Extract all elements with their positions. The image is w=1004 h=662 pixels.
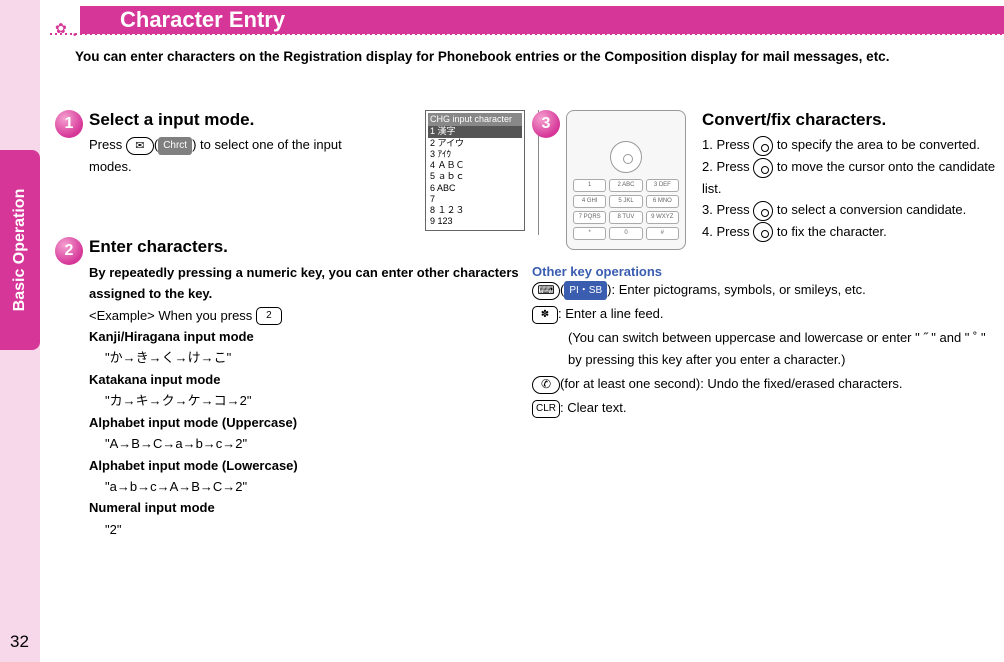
screen-header: CHG input character [428,113,522,126]
keypad: 1 2 ABC 3 DEF 4 GHI 5 JKL 6 MNO 7 PQRS 8… [573,179,679,240]
screen-row: 8 １２３ [428,205,522,216]
page-title-bar: Character Entry [80,6,1004,34]
dpad-key-icon [753,158,773,178]
star-sub-text: (You can switch between uppercase and lo… [568,327,999,371]
phone-key: 5 JKL [609,195,642,208]
phone-key: 1 [573,179,606,192]
call-key-icon: ✆ [532,376,560,394]
mode-label: Kanji/Hiragana input mode [89,326,522,347]
step-2-title: Enter characters. [89,237,522,257]
step-number-badge: 3 [532,110,560,138]
screen-row: 4 ＡＢＣ [428,160,522,171]
step-1-title: Select a input mode. [89,110,359,130]
chrct-chip: Chrct [158,137,192,156]
other-key-operations: Other key operations ⌨(PI・SB): Enter pic… [532,264,999,420]
other-ops-header: Other key operations [532,264,999,279]
phone-key: 2 ABC [609,179,642,192]
input-mode-screen: CHG input character 1 漢字 2 アイウ 3 ｱｲｳ 4 Ａ… [425,110,525,231]
key-2: 2 [256,307,282,325]
step-2-lead: By repeatedly pressing a numeric key, yo… [89,262,522,305]
phone-key: 6 MNO [646,195,679,208]
header-underline [50,33,1004,35]
screen-row: 6 ABC [428,183,522,194]
step-number-badge: 1 [55,110,83,138]
phone-key: 9 WXYZ [646,211,679,224]
screen-row: 9 123 [428,216,522,227]
left-column: CHG input character 1 漢字 2 アイウ 3 ｱｲｳ 4 Ａ… [55,110,522,652]
step-3-title: Convert/fix characters. [702,110,999,130]
intro-text: You can enter characters on the Registra… [75,46,994,68]
side-tab: Basic Operation [0,150,40,350]
mode-label: Alphabet input mode (Lowercase) [89,455,522,476]
mode-seq: "a→b→c→A→B→C→2" [105,476,522,497]
phone-key: 4 GHI [573,195,606,208]
mode-seq: "2" [105,519,522,540]
star-key: ✽ [532,306,558,324]
phone-key: * [573,227,606,240]
screen-row: 7 [428,194,522,205]
page-title: Character Entry [120,7,285,33]
step-2: 2 Enter characters. By repeatedly pressi… [55,237,522,540]
content-area: CHG input character 1 漢字 2 アイウ 3 ｱｲｳ 4 Ａ… [55,110,999,652]
dpad-key-icon [753,201,773,221]
phone-key: 0 [609,227,642,240]
pictogram-key-icon: ⌨ [532,282,560,300]
screen-row: 1 漢字 [428,126,522,137]
mode-seq: "カ→キ→ク→ケ→コ→2" [105,390,522,411]
phone-key: # [646,227,679,240]
phone-key: 8 TUV [609,211,642,224]
dpad-icon [610,141,642,173]
dpad-key-icon [753,222,773,242]
mode-label: Alphabet input mode (Uppercase) [89,412,522,433]
screen-row: 2 アイウ [428,138,522,149]
phone-illustration: 1 2 ABC 3 DEF 4 GHI 5 JKL 6 MNO 7 PQRS 8… [566,110,686,250]
step-3-body: 1. Press to specify the area to be conve… [702,134,999,242]
phone-key: 3 DEF [646,179,679,192]
side-tab-label: Basic Operation [11,189,29,312]
pisb-chip: PI・SB [564,281,607,300]
screen-row: 3 ｱｲｳ [428,149,522,160]
mode-label: Numeral input mode [89,497,522,518]
dpad-key-icon [753,136,773,156]
page-number: 32 [10,632,29,652]
mail-key-icon [126,137,154,155]
right-column: 3 1 2 ABC 3 DEF 4 GHI 5 JKL 6 MNO 7 PQRS… [532,110,999,652]
phone-key: 7 PQRS [573,211,606,224]
clr-key: CLR [532,400,560,418]
mode-seq: "A→B→C→a→b→c→2" [105,433,522,454]
screen-row: 5 ａｂｃ [428,171,522,182]
mode-label: Katakana input mode [89,369,522,390]
step-number-badge: 2 [55,237,83,265]
mode-seq: "か→き→く→け→こ" [105,347,522,368]
step-2-body: By repeatedly pressing a numeric key, yo… [89,262,522,541]
step-1-text: Press (Chrct) to select one of the input… [89,134,359,177]
step-3: 3 1 2 ABC 3 DEF 4 GHI 5 JKL 6 MNO 7 PQRS… [532,110,999,254]
